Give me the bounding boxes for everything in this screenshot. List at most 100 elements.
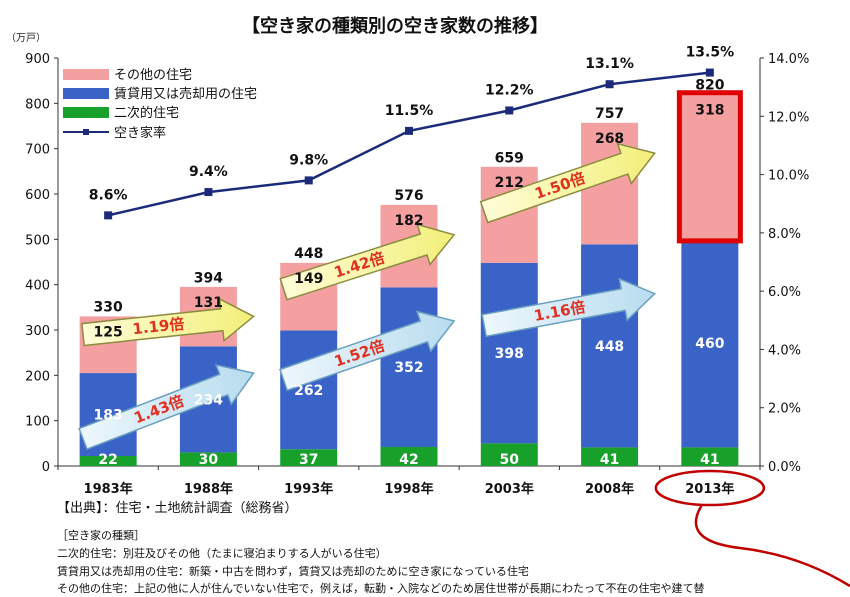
growth-arrow — [479, 142, 656, 224]
bar-secondary — [280, 449, 338, 466]
label-secondary: 42 — [399, 452, 418, 468]
x-tick-label: 1983年 — [84, 481, 133, 497]
y2-tick-label: 2.0% — [768, 402, 801, 417]
label-other: 131 — [194, 295, 223, 311]
bar-secondary — [79, 456, 137, 466]
rate-marker — [104, 211, 113, 220]
bar-secondary — [179, 452, 237, 466]
legend: その他の住宅 賃貸用又は売却用の住宅 二次的住宅 空き家率 — [63, 68, 257, 141]
y2-tick-label: 8.0% — [768, 227, 801, 242]
label-rental: 234 — [194, 392, 223, 408]
bars — [79, 94, 739, 466]
label-other: 149 — [294, 271, 323, 287]
label-other: 125 — [94, 324, 123, 340]
label-other: 268 — [595, 131, 624, 147]
callout-curve — [694, 504, 850, 588]
growth-arrow — [81, 297, 255, 347]
y2-tick-label: 12.0% — [768, 110, 809, 125]
label-total: 448 — [294, 246, 323, 262]
y-tick-label: 900 — [25, 52, 50, 67]
bar-secondary — [581, 447, 639, 466]
label-total: 576 — [394, 188, 423, 204]
label-rental: 262 — [294, 383, 323, 399]
y-tick-label: 800 — [25, 97, 50, 112]
y-tick-label: 0 — [42, 460, 50, 475]
y2-tick-label: 6.0% — [768, 285, 801, 300]
note-other: その他の住宅：上記の他に人が住んでいない住宅で，例えば，転勤・入院などのため居住… — [57, 582, 705, 595]
rate-marker — [605, 80, 614, 89]
label-secondary: 37 — [299, 452, 318, 468]
label-total: 659 — [495, 150, 524, 166]
y-tick-label: 300 — [25, 324, 50, 339]
x-tick-label: 2008年 — [585, 481, 634, 497]
highlight-ellipse — [654, 469, 766, 507]
legend-label-other: その他の住宅 — [114, 68, 192, 83]
rate-marker — [304, 176, 313, 185]
label-secondary: 41 — [600, 452, 619, 468]
y-tick-label: 600 — [25, 188, 50, 203]
note-secondary: 二次的住宅：別荘及びその他（たまに寝泊まりする人がいる住宅） — [57, 547, 387, 560]
y-tick-label: 100 — [25, 415, 50, 430]
x-tick-label: 2013年 — [685, 481, 734, 497]
note-rental: 賃貸用又は売却用の住宅：新築・中古を問わず，賃貸又は売却のために空き家になってい… — [57, 565, 529, 578]
rate-label: 13.5% — [686, 45, 735, 61]
rate-label: 9.8% — [289, 152, 328, 168]
bar-secondary — [681, 447, 739, 466]
chart-title: 【空き家の種類別の空き家数の推移】 — [242, 15, 548, 37]
y-tick-label: 400 — [25, 279, 50, 294]
rate-marker — [204, 188, 213, 197]
y2-tick-label: 0.0% — [768, 460, 801, 475]
rate-label: 12.2% — [485, 82, 534, 98]
bar-rental — [581, 244, 639, 448]
labels: 22 183 125 330 30 234 131 394 37 262 149 448 42 352 18… — [94, 77, 725, 468]
rate-label: 11.5% — [385, 103, 434, 119]
y2-tick-label: 14.0% — [768, 52, 809, 67]
left-axis-unit: （万戸） — [6, 32, 46, 44]
legend-line-marker — [83, 129, 89, 135]
label-total: 330 — [94, 299, 123, 315]
legend-swatch-rental — [63, 88, 109, 99]
growth-arrow — [481, 277, 657, 338]
label-rental: 398 — [495, 346, 524, 362]
label-secondary: 30 — [199, 452, 219, 468]
label-other: 212 — [495, 175, 524, 191]
label-secondary: 22 — [98, 452, 117, 468]
label-rental: 460 — [695, 336, 724, 352]
legend-swatch-secondary — [63, 107, 109, 118]
label-total: 820 — [695, 77, 724, 93]
label-secondary: 41 — [700, 452, 719, 468]
label-total: 394 — [194, 270, 223, 286]
label-rental: 352 — [394, 360, 423, 376]
rate-marker — [505, 106, 514, 115]
legend-swatch-other — [63, 69, 109, 80]
rate-label: 9.4% — [189, 164, 228, 180]
source-note: 【出典】：住宅・土地統計調査（総務省） — [57, 501, 298, 516]
y-tick-label: 500 — [25, 233, 50, 248]
x-tick-label: 1998年 — [384, 481, 433, 497]
growth-ratio-label: 1.19倍 — [132, 315, 186, 338]
bar-secondary — [380, 446, 438, 466]
label-rental: 448 — [595, 339, 624, 355]
x-tick-label: 2003年 — [485, 481, 534, 497]
label-secondary: 50 — [500, 452, 520, 468]
highlight-box — [676, 90, 743, 244]
legend-label-rental: 賃貸用又は売却用の住宅 — [114, 86, 257, 102]
label-rental: 183 — [94, 408, 123, 424]
highlights — [654, 90, 850, 588]
x-tick-label: 1993年 — [284, 481, 333, 497]
rate-marker — [705, 68, 714, 77]
bar-other — [681, 94, 739, 239]
axes: 0 100 200 300 400 500 600 700 800 900 0.0% 2.0% 4.0%… — [25, 52, 809, 497]
growth-arrow — [78, 363, 255, 451]
rate-label: 13.1% — [585, 56, 634, 72]
growth-arrow — [279, 223, 456, 301]
y2-tick-label: 10.0% — [768, 169, 809, 184]
rate-label: 8.6% — [89, 187, 128, 203]
rate-line: 8.6% 9.4% 9.8% 11.5% 12.2% 13.1% 13.5% — [89, 45, 734, 220]
y2-tick-label: 4.0% — [768, 343, 801, 358]
bar-rental — [480, 262, 538, 444]
legend-label-secondary: 二次的住宅 — [114, 105, 179, 121]
legend-label-rate: 空き家率 — [114, 125, 166, 141]
